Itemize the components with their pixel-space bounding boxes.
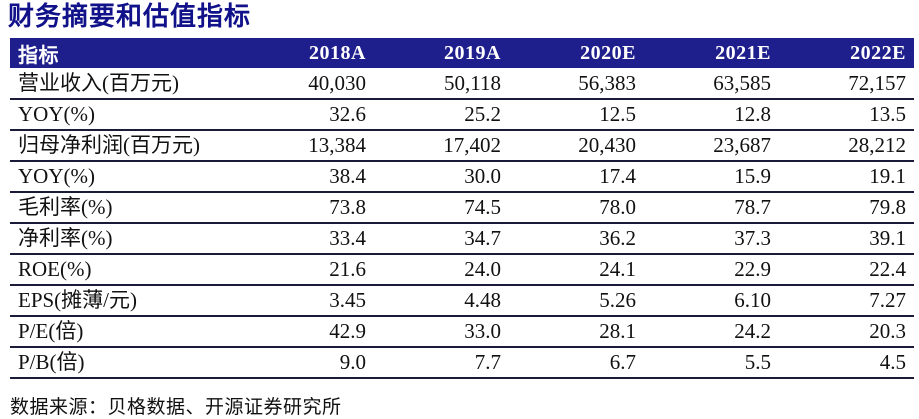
cell-value: 37.3	[644, 223, 779, 255]
cell-value: 28.1	[509, 316, 644, 348]
cell-value: 32.6	[239, 99, 374, 131]
cell-value: 22.9	[644, 254, 779, 286]
cell-value: 3.45	[239, 285, 374, 317]
cell-value: 36.2	[509, 223, 644, 255]
table-row: P/B(倍) 9.0 7.7 6.7 5.5 4.5	[10, 347, 914, 379]
table-row: 归母净利润(百万元) 13,384 17,402 20,430 23,687 2…	[10, 130, 914, 162]
page-title: 财务摘要和估值指标	[8, 2, 252, 31]
cell-value: 6.10	[644, 285, 779, 317]
cell-value: 6.7	[509, 347, 644, 379]
cell-value: 24.0	[374, 254, 509, 286]
cell-value: 4.48	[374, 285, 509, 317]
cell-value: 38.4	[239, 161, 374, 193]
cell-value: 73.8	[239, 192, 374, 224]
cell-value: 17.4	[509, 161, 644, 193]
cell-value: 34.7	[374, 223, 509, 255]
cell-value: 12.5	[509, 99, 644, 131]
row-label: 净利率(%)	[10, 223, 239, 255]
cell-value: 13.5	[779, 99, 914, 131]
cell-value: 5.5	[644, 347, 779, 379]
cell-value: 20.3	[779, 316, 914, 348]
cell-value: 74.5	[374, 192, 509, 224]
cell-value: 79.8	[779, 192, 914, 224]
cell-value: 42.9	[239, 316, 374, 348]
row-label: YOY(%)	[10, 99, 239, 131]
cell-value: 78.7	[644, 192, 779, 224]
header-indicator: 指标	[10, 38, 239, 68]
cell-value: 17,402	[374, 130, 509, 162]
row-label: 营业收入(百万元)	[10, 68, 239, 100]
cell-value: 22.4	[779, 254, 914, 286]
table-row: 净利率(%) 33.4 34.7 36.2 37.3 39.1	[10, 223, 914, 255]
row-label: P/E(倍)	[10, 316, 239, 348]
cell-value: 78.0	[509, 192, 644, 224]
financial-summary-table: 指标 2018A 2019A 2020E 2021E 2022E 营业收入(百万…	[10, 38, 914, 379]
cell-value: 7.7	[374, 347, 509, 379]
cell-value: 5.26	[509, 285, 644, 317]
cell-value: 39.1	[779, 223, 914, 255]
cell-value: 15.9	[644, 161, 779, 193]
table-row: 营业收入(百万元) 40,030 50,118 56,383 63,585 72…	[10, 68, 914, 100]
cell-value: 7.27	[779, 285, 914, 317]
table-row: 毛利率(%) 73.8 74.5 78.0 78.7 79.8	[10, 192, 914, 224]
cell-value: 12.8	[644, 99, 779, 131]
cell-value: 19.1	[779, 161, 914, 193]
row-label: YOY(%)	[10, 161, 239, 193]
cell-value: 30.0	[374, 161, 509, 193]
table-row: ROE(%) 21.6 24.0 24.1 22.9 22.4	[10, 254, 914, 286]
header-period-2018a: 2018A	[239, 38, 374, 68]
cell-value: 33.4	[239, 223, 374, 255]
cell-value: 28,212	[779, 130, 914, 162]
cell-value: 72,157	[779, 68, 914, 100]
row-label: 毛利率(%)	[10, 192, 239, 224]
row-label: 归母净利润(百万元)	[10, 130, 239, 162]
cell-value: 21.6	[239, 254, 374, 286]
header-period-2019a: 2019A	[374, 38, 509, 68]
cell-value: 56,383	[509, 68, 644, 100]
row-label: EPS(摊薄/元)	[10, 285, 239, 317]
cell-value: 9.0	[239, 347, 374, 379]
cell-value: 25.2	[374, 99, 509, 131]
cell-value: 50,118	[374, 68, 509, 100]
table-row: YOY(%) 32.6 25.2 12.5 12.8 13.5	[10, 99, 914, 131]
cell-value: 23,687	[644, 130, 779, 162]
header-period-2022e: 2022E	[779, 38, 914, 68]
cell-value: 24.1	[509, 254, 644, 286]
cell-value: 4.5	[779, 347, 914, 379]
data-source-note: 数据来源：贝格数据、开源证券研究所	[10, 397, 342, 418]
table-header-row: 指标 2018A 2019A 2020E 2021E 2022E	[10, 38, 914, 68]
row-label: P/B(倍)	[10, 347, 239, 379]
cell-value: 20,430	[509, 130, 644, 162]
row-label: ROE(%)	[10, 254, 239, 286]
table-row: P/E(倍) 42.9 33.0 28.1 24.2 20.3	[10, 316, 914, 348]
table-row: EPS(摊薄/元) 3.45 4.48 5.26 6.10 7.27	[10, 285, 914, 317]
header-period-2020e: 2020E	[509, 38, 644, 68]
header-period-2021e: 2021E	[644, 38, 779, 68]
cell-value: 40,030	[239, 68, 374, 100]
cell-value: 63,585	[644, 68, 779, 100]
table-row: YOY(%) 38.4 30.0 17.4 15.9 19.1	[10, 161, 914, 193]
cell-value: 33.0	[374, 316, 509, 348]
cell-value: 13,384	[239, 130, 374, 162]
cell-value: 24.2	[644, 316, 779, 348]
